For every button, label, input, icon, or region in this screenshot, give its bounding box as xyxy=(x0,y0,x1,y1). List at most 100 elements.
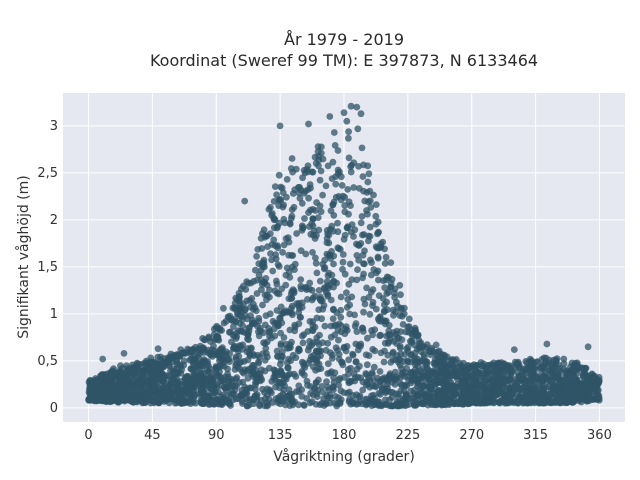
data-point xyxy=(477,380,485,387)
data-point xyxy=(265,395,273,403)
data-point xyxy=(277,183,285,191)
data-point xyxy=(317,167,325,175)
data-point xyxy=(338,182,346,189)
data-point xyxy=(123,385,130,393)
data-point xyxy=(351,322,359,330)
data-point xyxy=(355,256,363,264)
data-point xyxy=(266,310,274,318)
data-point xyxy=(330,212,338,219)
data-point xyxy=(359,378,367,386)
data-point xyxy=(226,350,234,358)
data-point xyxy=(272,255,280,263)
data-point xyxy=(569,372,577,380)
data-point xyxy=(327,296,335,304)
data-point xyxy=(166,381,174,388)
data-point xyxy=(417,339,425,347)
data-point xyxy=(347,168,355,176)
data-point xyxy=(384,351,392,359)
data-point xyxy=(470,380,478,388)
data-point xyxy=(249,300,257,308)
data-point xyxy=(274,380,282,387)
data-point xyxy=(328,175,336,183)
data-point xyxy=(411,400,419,408)
chart-title: År 1979 - 2019 xyxy=(284,30,404,49)
data-point xyxy=(200,362,207,370)
data-point xyxy=(396,374,404,382)
data-point xyxy=(324,282,331,290)
data-point xyxy=(150,399,158,407)
data-point xyxy=(274,371,281,379)
data-point xyxy=(319,191,326,199)
data-point xyxy=(387,259,395,266)
data-point xyxy=(267,250,274,257)
data-point xyxy=(93,378,101,386)
data-point xyxy=(298,358,306,366)
data-point xyxy=(317,208,325,216)
data-point xyxy=(253,276,261,284)
data-point xyxy=(330,386,337,394)
data-point xyxy=(367,288,375,296)
data-point xyxy=(321,322,329,330)
data-point xyxy=(331,331,339,339)
data-point xyxy=(357,110,365,118)
data-point xyxy=(359,274,366,282)
data-point xyxy=(414,380,422,388)
data-point xyxy=(133,391,141,398)
data-point xyxy=(270,236,278,244)
data-point xyxy=(280,201,287,209)
data-point xyxy=(460,389,467,397)
data-point xyxy=(218,327,226,334)
data-point xyxy=(499,377,506,384)
data-point xyxy=(375,389,383,397)
data-point xyxy=(155,399,163,407)
data-point xyxy=(341,270,349,278)
data-point xyxy=(589,395,597,403)
data-point xyxy=(253,253,260,260)
data-point xyxy=(364,210,371,218)
data-point xyxy=(584,389,592,396)
data-point xyxy=(86,385,94,392)
data-point xyxy=(287,165,295,172)
data-point xyxy=(353,400,360,408)
data-point xyxy=(432,376,439,384)
data-point xyxy=(324,162,332,170)
data-point xyxy=(282,271,290,279)
data-point xyxy=(434,392,441,400)
data-point xyxy=(543,398,551,405)
data-point xyxy=(269,317,277,325)
data-point xyxy=(359,325,367,332)
data-point xyxy=(355,163,362,170)
data-point xyxy=(329,201,337,209)
data-point xyxy=(201,336,209,344)
data-point xyxy=(315,156,323,164)
data-point xyxy=(470,361,478,368)
data-point xyxy=(563,393,570,401)
data-point xyxy=(314,214,322,222)
data-point xyxy=(172,379,180,386)
data-point xyxy=(440,376,448,384)
data-point xyxy=(569,398,577,406)
data-point xyxy=(381,301,388,309)
data-point xyxy=(342,323,350,331)
x-tick-label: 45 xyxy=(144,428,161,443)
data-point xyxy=(322,182,330,190)
data-point xyxy=(289,351,297,359)
data-point xyxy=(405,401,413,408)
data-point xyxy=(383,273,391,281)
data-point xyxy=(244,374,252,382)
data-point xyxy=(239,282,247,290)
data-point xyxy=(288,263,296,271)
tick-labels: 0 45 90 135 180 225 270 315 360 0 0,5 1 1,5 2 2,5 3 xyxy=(37,119,612,443)
data-point xyxy=(252,307,260,315)
data-point xyxy=(346,301,354,309)
data-point xyxy=(366,310,374,318)
data-point xyxy=(322,346,330,354)
data-point xyxy=(381,339,389,347)
data-point xyxy=(216,357,223,365)
data-point xyxy=(335,336,342,344)
data-point xyxy=(308,220,315,228)
data-point xyxy=(253,290,261,297)
data-point xyxy=(317,365,325,372)
data-point xyxy=(316,277,324,285)
data-point xyxy=(285,251,293,259)
